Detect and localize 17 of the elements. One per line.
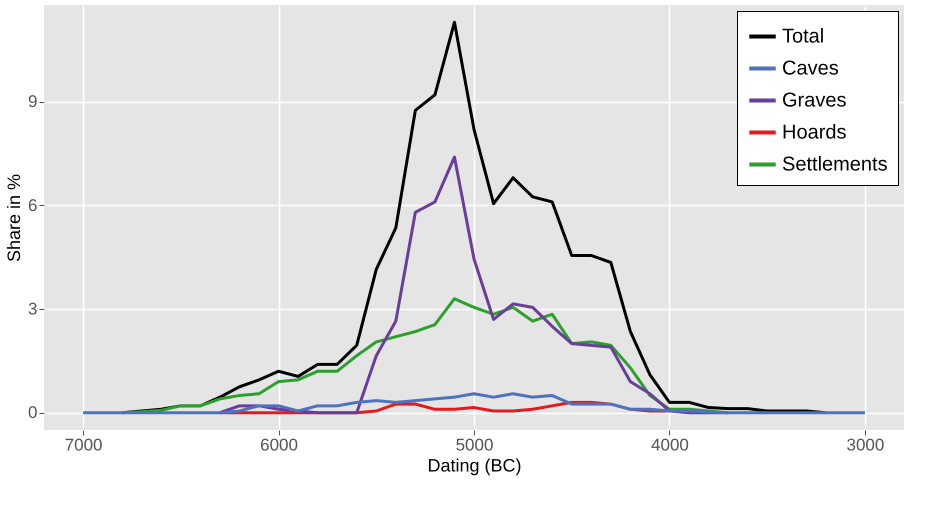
- legend-label: Caves: [782, 58, 839, 80]
- legend-label: Total: [782, 26, 824, 48]
- legend-label: Settlements: [782, 154, 888, 176]
- y-axis-title: Share in %: [4, 174, 24, 262]
- x-tick-label: 6000: [260, 436, 298, 454]
- x-tick-label: 7000: [64, 436, 103, 454]
- x-tick-label: 4000: [651, 436, 689, 454]
- y-tick-label: 9: [28, 92, 38, 112]
- x-tick-label: 5000: [456, 436, 494, 454]
- x-axis-title: Dating (BC): [427, 456, 522, 476]
- y-tick-label: 6: [28, 196, 38, 215]
- y-tick-label: 0: [28, 403, 38, 422]
- legend-label: Graves: [782, 90, 846, 112]
- y-tick-label: 3: [28, 300, 38, 319]
- x-tick-label: 3000: [846, 436, 884, 454]
- legend-label: Hoards: [782, 122, 846, 144]
- line-series: [82, 392, 866, 414]
